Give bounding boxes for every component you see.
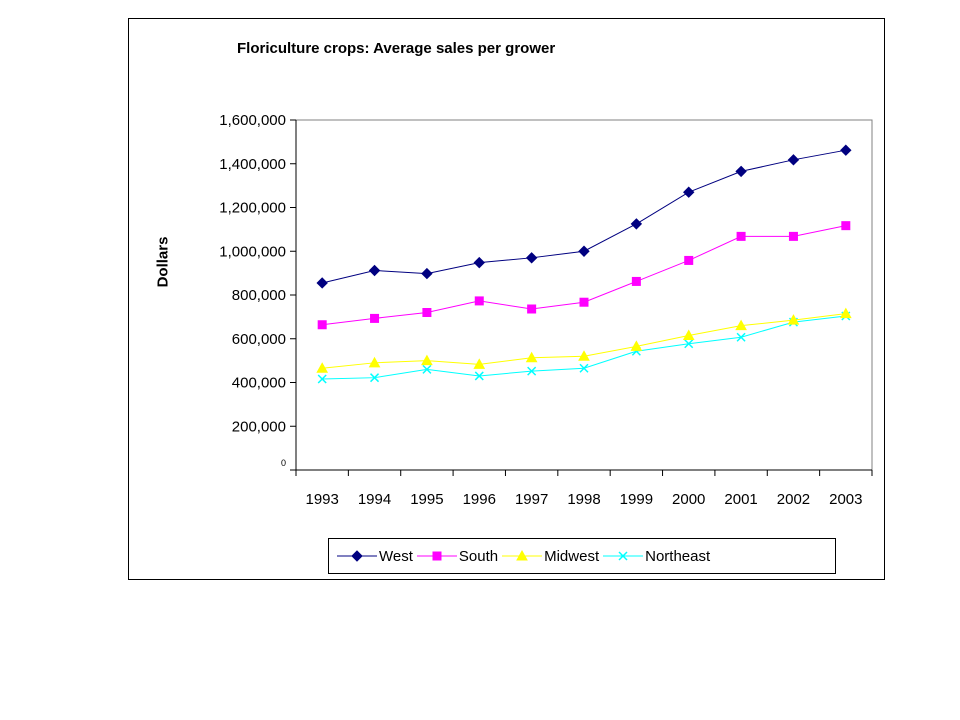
data-point-midwest — [368, 356, 381, 368]
y-tick-label: 1,600,000 — [219, 112, 286, 129]
y-tick-label: 800,000 — [232, 287, 286, 304]
y-tick-label: 1,000,000 — [219, 243, 286, 260]
data-point-west — [735, 165, 747, 178]
x-tick-label: 1993 — [305, 491, 338, 508]
data-point-west — [316, 277, 328, 289]
x-tick-label: 1998 — [567, 491, 600, 508]
data-point-northeast — [370, 373, 380, 383]
y-tick-label: 600,000 — [232, 331, 286, 348]
data-point-northeast — [579, 363, 589, 373]
data-point-northeast — [317, 374, 327, 384]
legend-marker — [351, 550, 363, 562]
plot-area-border — [295, 119, 873, 471]
legend-swatch — [337, 550, 377, 562]
data-point-south — [631, 276, 641, 286]
data-point-west — [421, 267, 433, 280]
data-point-west — [368, 264, 381, 277]
data-point-northeast — [422, 364, 432, 374]
legend-item-midwest: Midwest — [500, 548, 599, 565]
data-point-west — [578, 245, 590, 257]
x-tick-label: 1996 — [463, 491, 496, 508]
data-point-northeast — [474, 371, 484, 381]
legend-swatch — [603, 551, 644, 561]
data-point-south — [370, 313, 380, 323]
legend-item-northeast: Northeast — [601, 548, 710, 565]
legend-item-west: West — [335, 548, 413, 565]
x-tick-label: 1997 — [515, 491, 548, 508]
x-tick-label: 1994 — [358, 491, 391, 508]
data-point-midwest — [735, 319, 747, 331]
data-point-west — [630, 218, 643, 230]
chart-frame — [128, 18, 885, 580]
data-point-south — [527, 304, 537, 314]
x-tick-label: 1999 — [620, 491, 653, 508]
data-point-midwest — [525, 351, 538, 363]
y-tick-label: 200,000 — [232, 418, 286, 435]
data-point-midwest — [578, 350, 590, 361]
legend-label: Midwest — [544, 547, 600, 565]
data-point-west — [683, 186, 695, 198]
data-point-south — [422, 308, 432, 317]
legend-swatch — [502, 549, 543, 561]
y-tick-label: 1,200,000 — [219, 200, 286, 217]
x-tick-label: 2003 — [829, 491, 862, 508]
data-point-south — [579, 297, 589, 307]
series-line-northeast — [322, 315, 846, 380]
series-line-west — [322, 149, 846, 284]
legend: West South Midwest Northeast — [328, 538, 836, 574]
data-point-midwest — [421, 354, 433, 366]
data-point-midwest — [473, 358, 486, 369]
data-point-midwest — [682, 329, 695, 340]
data-point-south — [474, 296, 484, 306]
legend-marker — [516, 549, 528, 561]
data-point-west — [473, 256, 485, 269]
data-point-west — [525, 252, 538, 264]
series-line-south — [322, 225, 846, 326]
data-point-midwest — [630, 340, 643, 351]
y-tick-label: 0 — [281, 458, 286, 468]
x-tick-label: 2002 — [777, 491, 810, 508]
x-tick-label: 1995 — [410, 491, 443, 508]
data-point-midwest — [839, 307, 852, 319]
data-point-midwest — [316, 362, 329, 373]
legend-marker — [432, 551, 442, 561]
x-tick-label: 2001 — [724, 491, 757, 508]
data-point-west — [840, 144, 852, 156]
data-point-northeast — [736, 332, 746, 342]
data-point-south — [684, 255, 694, 265]
data-point-northeast — [527, 366, 537, 376]
data-point-south — [788, 231, 798, 241]
y-tick-label: 1,400,000 — [219, 156, 286, 173]
legend-label: South — [458, 547, 499, 565]
legend-label: Northeast — [645, 547, 711, 565]
data-point-west — [787, 154, 800, 166]
legend-item-south: South — [415, 548, 498, 565]
data-point-south — [736, 231, 746, 241]
x-tick-label: 2000 — [672, 491, 705, 508]
legend-swatch — [416, 551, 457, 561]
data-point-south — [841, 221, 851, 231]
data-point-midwest — [787, 314, 800, 325]
chart-title: Floriculture crops: Average sales per gr… — [237, 40, 556, 57]
data-point-northeast — [684, 339, 694, 349]
legend-label: West — [379, 547, 413, 565]
legend-marker — [618, 551, 628, 561]
data-point-south — [317, 320, 327, 330]
y-tick-label: 400,000 — [232, 375, 286, 392]
